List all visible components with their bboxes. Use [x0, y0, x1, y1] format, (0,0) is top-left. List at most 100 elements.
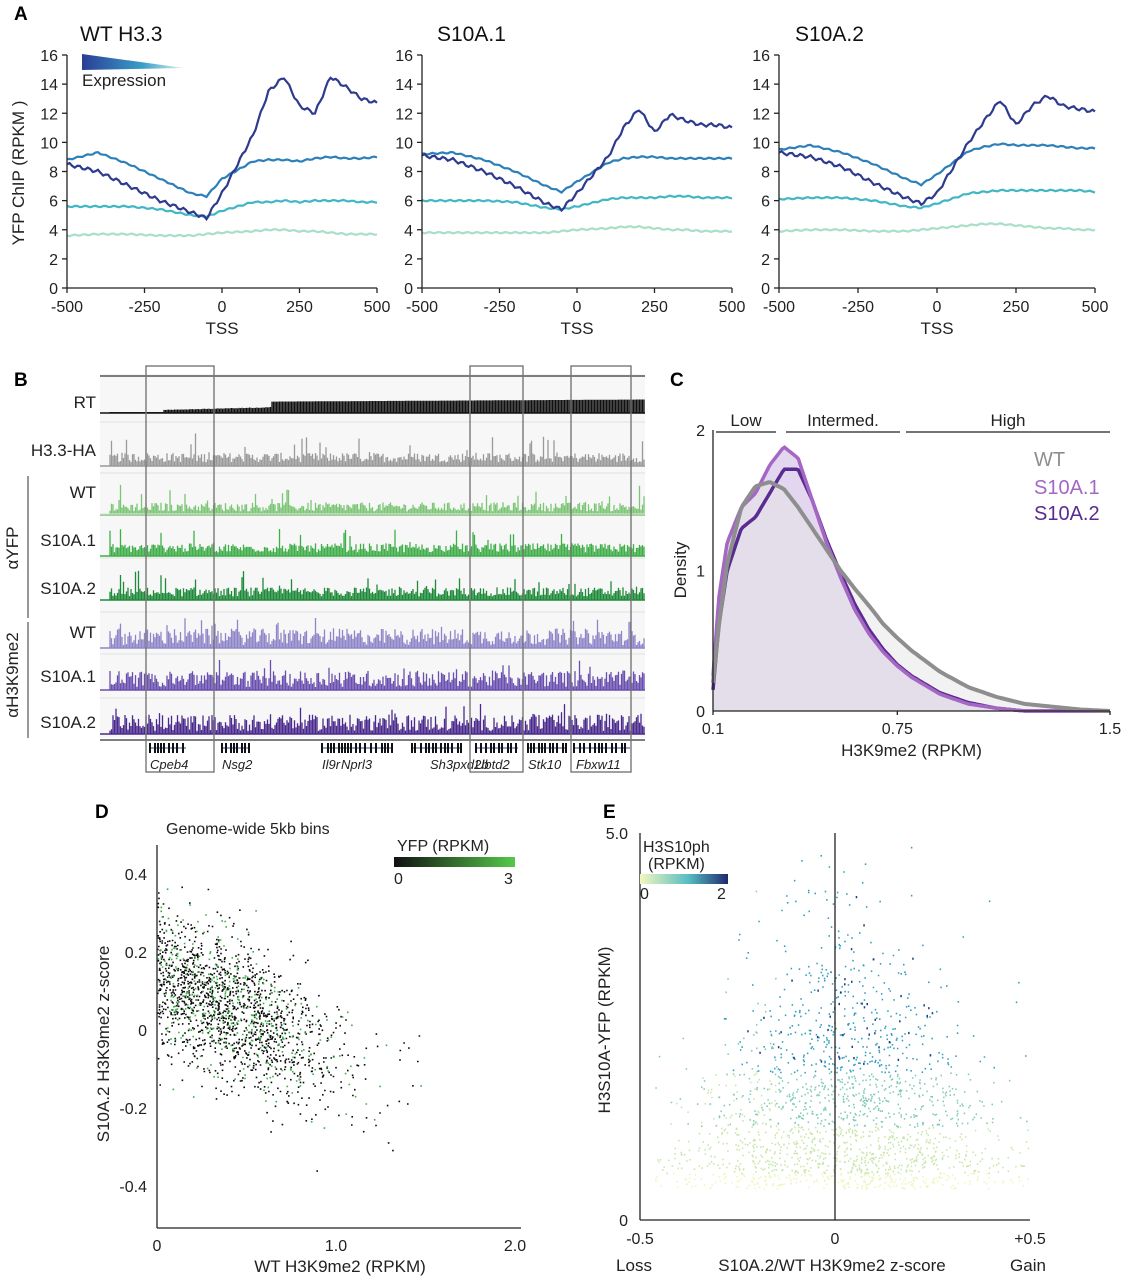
y-tick-label: 0.2 [125, 945, 147, 962]
x-tick-label: -250 [842, 299, 874, 316]
expression-label: Expression [82, 71, 166, 90]
y-tick-label: 2 [404, 252, 413, 269]
y-tick-label: 0.4 [125, 867, 147, 884]
x-tick-label: -250 [128, 299, 160, 316]
scatter-points-low-yfp [157, 886, 421, 1172]
gene-exons [573, 743, 626, 753]
y-tick-label: 6 [761, 194, 770, 211]
y-tick-label: 4 [49, 223, 58, 240]
y-tick-label: 6 [49, 194, 58, 211]
track-signal [109, 433, 645, 466]
x-tick-label: 250 [1003, 299, 1030, 316]
x-tick-label: 500 [719, 299, 746, 316]
x-tick-label: 0 [153, 1238, 162, 1255]
y-tick-label: 0 [696, 704, 705, 721]
gene-exons [355, 743, 393, 753]
colorbar-e-min: 0 [640, 886, 649, 903]
colorbar-d-gradient [394, 857, 515, 867]
colorbar-e-gradient [640, 874, 728, 884]
track-label: H3.3-HA [31, 441, 97, 460]
x-tick-label: -500 [763, 299, 795, 316]
series-line-3 [778, 188, 1096, 210]
y-tick-label: 10 [752, 135, 770, 152]
series-line-2 [421, 150, 733, 195]
colorbar-d-max: 3 [504, 871, 513, 888]
colorbar-e-max: 2 [717, 886, 726, 903]
x-tick-label: -500 [51, 299, 83, 316]
series-line-4 [421, 224, 733, 235]
y-axis-label: Density [671, 541, 690, 598]
track-label: WT [70, 623, 96, 642]
panel-label-e: E [603, 802, 616, 823]
x-end-label-loss: Loss [616, 1256, 652, 1275]
series-line-2 [779, 142, 1096, 187]
highlight-box-ubtd2 [469, 365, 524, 773]
gene-exons [149, 743, 184, 753]
track-label: WT [70, 483, 96, 502]
panel-label-c: C [670, 370, 684, 391]
density-fill-wt [713, 482, 1110, 711]
genome-browser-tracks: RT H3.3-HA WT S10A.1 S10A.2 WT S10A.1 S10A.2 αY… [3, 365, 645, 773]
track-signal [109, 660, 645, 690]
x-tick-label: 500 [364, 299, 391, 316]
scatter-points-level-0 [655, 1172, 1029, 1190]
y-tick-label: 1 [696, 564, 705, 581]
group-label-ayfp: αYFP [3, 527, 22, 570]
legend-item-s10a2: S10A.2 [1034, 503, 1100, 525]
y-axis-label: S10A.2 H3K9me2 z-score [94, 946, 113, 1143]
gene-label: Fbxw11 [576, 757, 621, 772]
x-tick-label: -0.5 [626, 1231, 654, 1248]
x-axis-label: TSS [205, 319, 238, 338]
y-tick-label: 14 [395, 77, 413, 94]
track-label: S10A.1 [40, 667, 96, 686]
track-label: S10A.2 [40, 713, 96, 732]
highlight-box-fbxw11 [570, 365, 632, 773]
scatter-points-level-1 [657, 1072, 1030, 1175]
scatter-points-level-2 [655, 890, 1028, 1128]
series-line-1 [421, 109, 733, 213]
x-tick-label: 250 [641, 299, 668, 316]
x-tick-label: -500 [406, 299, 438, 316]
scatter-d-title: Genome-wide 5kb bins [166, 821, 330, 838]
track-signal [109, 570, 645, 600]
x-tick-label: 0 [831, 1231, 840, 1248]
panel-label-b: B [14, 370, 28, 391]
legend-item-wt: WT [1034, 449, 1065, 471]
y-tick-label: 0 [138, 1023, 147, 1040]
gene-label: Ubtd2 [475, 757, 510, 772]
y-tick-label: 5.0 [606, 826, 628, 843]
line-chart-s10a2: S10A.2 -500 -250 0 250 500 0 2 4 6 8 10 12 14 16 TSS [752, 23, 1108, 338]
y-tick-label: 14 [752, 77, 770, 94]
y-tick-label: 8 [49, 165, 58, 182]
line-chart-wt-h33: WT H3.3 Expression -500 -250 0 250 500 0 2 4 6 8 1… [40, 23, 390, 338]
legend-item-s10a1: S10A.1 [1034, 477, 1100, 499]
scatter-points-level-4 [747, 896, 934, 1065]
series-line-1 [778, 94, 1096, 207]
gene-label: Stk10 [528, 757, 562, 772]
range-label: High [991, 411, 1026, 430]
track-signal [109, 529, 645, 556]
x-tick-label: 2.0 [504, 1238, 526, 1255]
y-tick-label: 14 [40, 77, 58, 94]
gene-label: Sh3pxd2b [430, 757, 489, 772]
gene-exons [475, 743, 517, 753]
series-line-3 [421, 194, 733, 211]
x-tick-label: 500 [1082, 299, 1109, 316]
y-tick-label: 16 [395, 48, 413, 65]
x-tick-label: 0.1 [702, 721, 724, 738]
y-tick-label: -0.2 [119, 1101, 147, 1118]
x-tick-label: +0.5 [1014, 1231, 1046, 1248]
y-tick-label: 2 [49, 252, 58, 269]
panel-label-a: A [14, 4, 28, 25]
gene-exons [321, 743, 357, 753]
x-axis-label: S10A.2/WT H3K9me2 z-score [718, 1256, 945, 1275]
scatter-points-high-yfp [157, 888, 422, 1129]
scatter-points-level-3 [723, 846, 1027, 1074]
x-axis-label: H3K9me2 (RPKM) [841, 741, 982, 760]
x-tick-label: 1.5 [1099, 721, 1121, 738]
x-axis-label: TSS [560, 319, 593, 338]
track-label: S10A.1 [40, 531, 96, 550]
y-tick-label: 4 [404, 223, 413, 240]
gene-exons [221, 743, 250, 753]
